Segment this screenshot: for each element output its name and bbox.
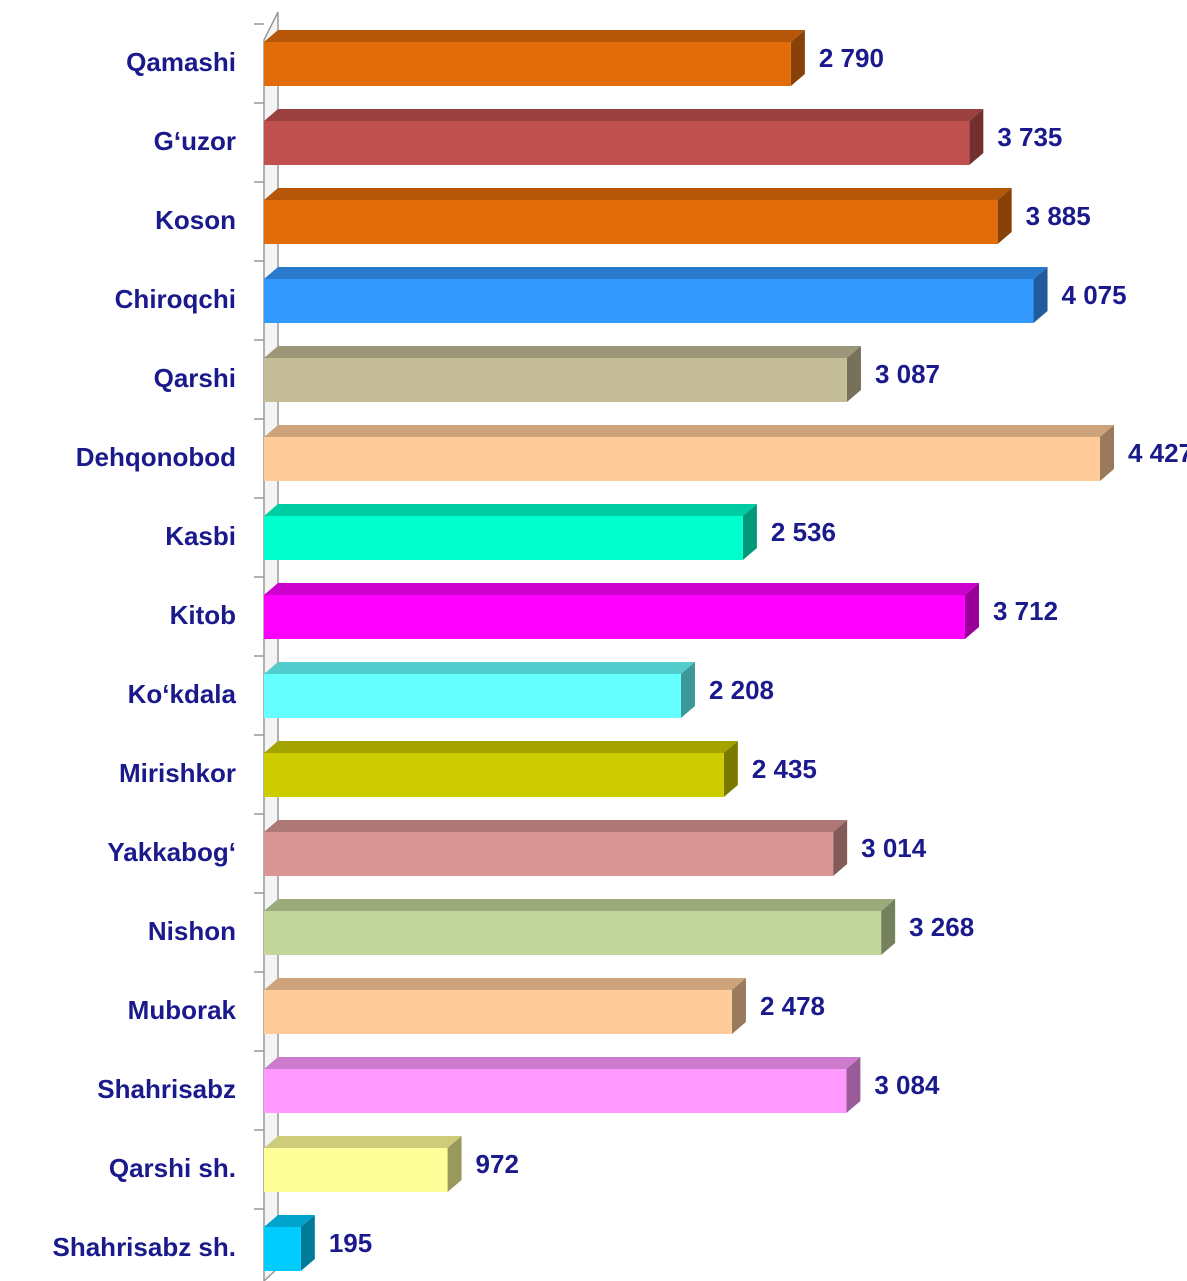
category-label: G‘uzor — [154, 126, 236, 156]
bar-top — [264, 662, 695, 674]
value-label: 2 208 — [709, 675, 774, 705]
bar-side — [881, 899, 896, 955]
value-label: 3 014 — [861, 833, 927, 863]
value-label: 3 735 — [997, 122, 1062, 152]
value-label: 972 — [476, 1149, 519, 1179]
bar-side — [846, 1057, 861, 1113]
value-label: 3 885 — [1026, 201, 1091, 231]
value-label: 2 478 — [760, 991, 825, 1021]
bar — [264, 911, 882, 955]
bar-top — [264, 504, 757, 516]
value-label: 3 268 — [909, 912, 974, 942]
bar — [264, 674, 681, 718]
bar — [264, 121, 970, 165]
bar-side — [790, 30, 805, 86]
bar — [264, 832, 834, 876]
category-label: Yakkabog‘ — [107, 837, 236, 867]
value-label: 2 536 — [771, 517, 836, 547]
bar-top — [264, 978, 746, 990]
value-label: 3 712 — [993, 596, 1058, 626]
bar — [264, 279, 1034, 323]
bar-side — [1100, 425, 1114, 481]
bar-top — [264, 1057, 861, 1069]
category-label: Mirishkor — [119, 758, 236, 788]
category-label: Qamashi — [126, 47, 236, 77]
bar-top — [264, 741, 738, 753]
bar-top — [264, 109, 984, 121]
bar — [264, 990, 732, 1034]
bar — [264, 595, 965, 639]
bar — [264, 753, 724, 797]
value-label: 2 790 — [819, 43, 884, 73]
category-label: Nishon — [148, 916, 236, 946]
bar — [264, 516, 743, 560]
bar-top — [264, 425, 1114, 437]
bar-top — [264, 188, 1012, 200]
value-label: 195 — [329, 1228, 372, 1258]
category-label: Koson — [155, 205, 236, 235]
category-label: Ko‘kdala — [128, 679, 237, 709]
bar-top — [264, 30, 805, 42]
bar — [264, 1148, 448, 1192]
bar — [264, 1069, 847, 1113]
category-label: Qarshi — [154, 363, 236, 393]
bar-top — [264, 267, 1048, 279]
bar-side — [833, 820, 848, 876]
bar — [264, 42, 791, 86]
bar-side — [723, 741, 738, 797]
bar-side — [731, 978, 746, 1034]
bar-top — [264, 820, 848, 832]
category-label: Kasbi — [165, 521, 236, 551]
bar-side — [680, 662, 695, 718]
bar-top — [264, 1136, 462, 1148]
category-label: Dehqonobod — [76, 442, 236, 472]
bar-top — [264, 583, 979, 595]
bar-side — [969, 109, 984, 165]
bar-side — [300, 1215, 315, 1271]
category-label: Shahrisabz sh. — [53, 1232, 237, 1262]
bar-side — [964, 583, 979, 639]
value-label: 2 435 — [752, 754, 817, 784]
bar — [264, 358, 847, 402]
category-label: Kitob — [170, 600, 236, 630]
category-label: Chiroqchi — [115, 284, 236, 314]
bar-side — [1033, 267, 1048, 323]
bar-side — [997, 188, 1012, 244]
bar — [264, 1227, 301, 1271]
value-label: 4 427 — [1128, 438, 1187, 468]
bar-top — [264, 346, 861, 358]
bar-side — [742, 504, 757, 560]
bar-top — [264, 899, 896, 911]
bar — [264, 437, 1100, 481]
bar-side — [846, 346, 861, 402]
bar-side — [447, 1136, 462, 1192]
value-label: 3 084 — [874, 1070, 940, 1100]
bar-top — [264, 1215, 315, 1227]
category-label: Shahrisabz — [97, 1074, 236, 1104]
value-label: 3 087 — [875, 359, 940, 389]
bar — [264, 200, 998, 244]
value-label: 4 075 — [1062, 280, 1127, 310]
category-label: Qarshi sh. — [109, 1153, 236, 1183]
category-label: Muborak — [128, 995, 237, 1025]
